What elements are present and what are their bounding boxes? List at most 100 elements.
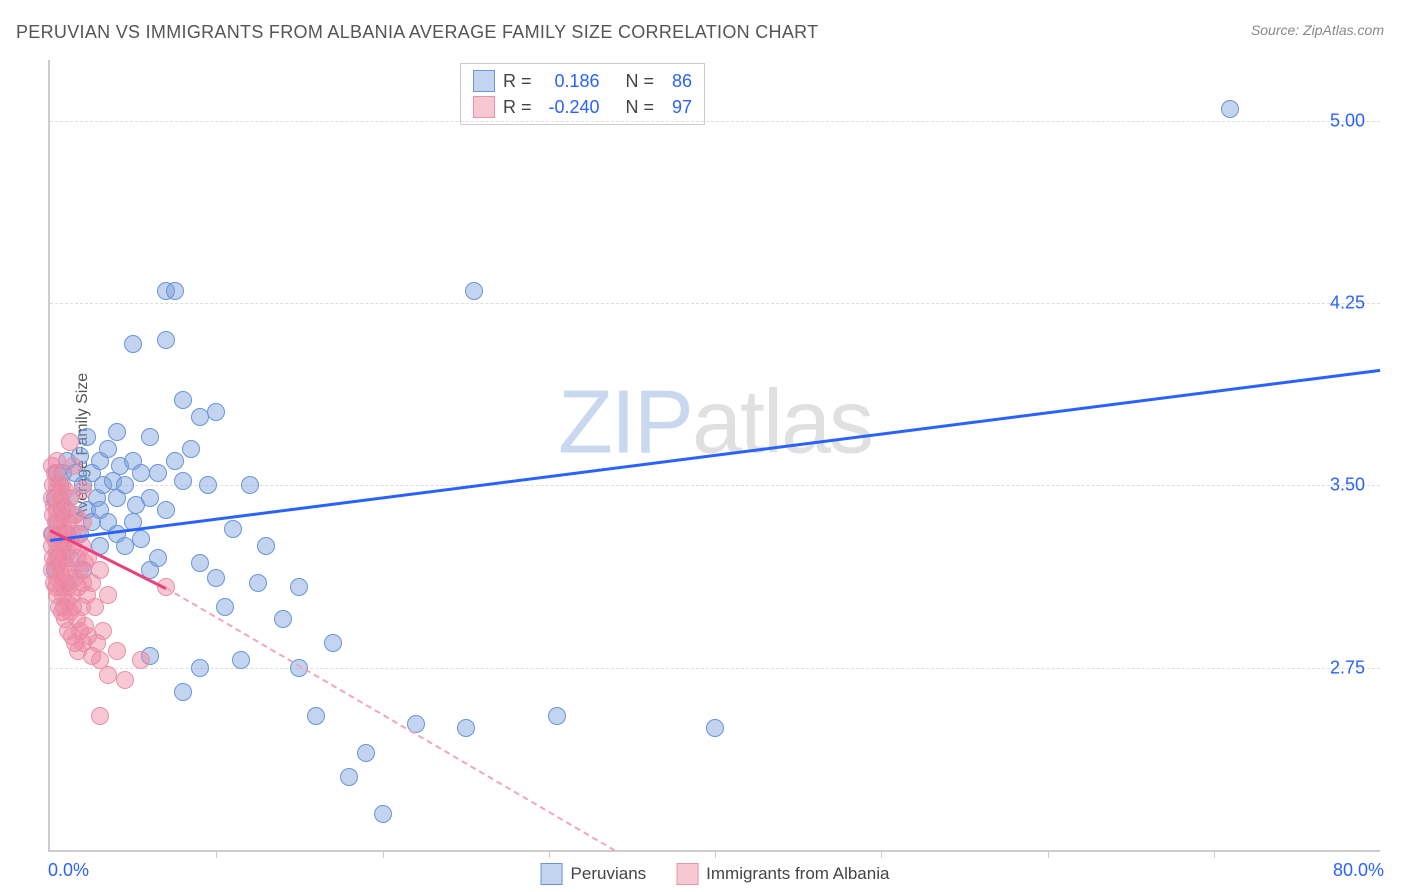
stats-swatch-0 (473, 70, 495, 92)
grid-line (50, 121, 1380, 122)
scatter-point (182, 440, 200, 458)
scatter-point (141, 428, 159, 446)
x-tick (383, 850, 384, 858)
stats-swatch-1 (473, 96, 495, 118)
stats-r-value-0: 0.186 (540, 71, 600, 92)
legend-label-0: Peruvians (571, 864, 647, 884)
scatter-point (174, 472, 192, 490)
x-min-label: 0.0% (48, 860, 89, 881)
scatter-point (706, 719, 724, 737)
legend-swatch-0 (541, 863, 563, 885)
scatter-point (174, 683, 192, 701)
stats-r-value-1: -0.240 (540, 97, 600, 118)
scatter-point (357, 744, 375, 762)
scatter-point (207, 403, 225, 421)
legend: Peruvians Immigrants from Albania (541, 863, 890, 885)
stats-row-0: R = 0.186 N = 86 (473, 68, 692, 94)
scatter-point (157, 331, 175, 349)
y-tick-label: 3.50 (1330, 475, 1365, 496)
scatter-point (1221, 100, 1239, 118)
scatter-point (74, 513, 92, 531)
x-tick (549, 850, 550, 858)
x-tick (1048, 850, 1049, 858)
scatter-point (166, 282, 184, 300)
scatter-point (108, 423, 126, 441)
x-max-label: 80.0% (1333, 860, 1384, 881)
scatter-point (132, 464, 150, 482)
stats-n-value-0: 86 (662, 71, 692, 92)
scatter-point (99, 440, 117, 458)
y-tick-label: 5.00 (1330, 110, 1365, 131)
legend-item-0: Peruvians (541, 863, 647, 885)
watermark-atlas: atlas (692, 373, 872, 473)
scatter-point (274, 610, 292, 628)
scatter-point (99, 586, 117, 604)
scatter-point (191, 659, 209, 677)
scatter-point (307, 707, 325, 725)
scatter-point (257, 537, 275, 555)
stats-n-label-0: N = (626, 71, 655, 92)
grid-line (50, 303, 1380, 304)
y-tick-label: 4.25 (1330, 293, 1365, 314)
scatter-point (78, 428, 96, 446)
y-tick-label: 2.75 (1330, 657, 1365, 678)
scatter-point (116, 537, 134, 555)
scatter-point (48, 452, 66, 470)
scatter-point (324, 634, 342, 652)
trend-line (50, 369, 1380, 542)
scatter-point (548, 707, 566, 725)
plot-area: ZIPatlas R = 0.186 N = 86 R = -0.240 N =… (48, 60, 1380, 852)
grid-line (50, 668, 1380, 669)
legend-item-1: Immigrants from Albania (676, 863, 889, 885)
scatter-point (157, 501, 175, 519)
scatter-point (207, 569, 225, 587)
x-tick (1214, 850, 1215, 858)
x-tick (715, 850, 716, 858)
stats-box: R = 0.186 N = 86 R = -0.240 N = 97 (460, 63, 705, 125)
scatter-point (91, 707, 109, 725)
scatter-point (199, 476, 217, 494)
x-tick (881, 850, 882, 858)
scatter-point (116, 476, 134, 494)
scatter-point (116, 671, 134, 689)
scatter-point (91, 561, 109, 579)
scatter-point (149, 549, 167, 567)
scatter-point (166, 452, 184, 470)
watermark-zip: ZIP (558, 373, 692, 473)
scatter-point (74, 481, 92, 499)
source-label: Source: ZipAtlas.com (1251, 22, 1384, 38)
scatter-point (99, 666, 117, 684)
scatter-point (191, 554, 209, 572)
scatter-point (132, 651, 150, 669)
scatter-point (64, 457, 82, 475)
scatter-point (216, 598, 234, 616)
scatter-point (465, 282, 483, 300)
scatter-point (94, 622, 112, 640)
scatter-point (340, 768, 358, 786)
stats-n-label-1: N = (626, 97, 655, 118)
chart-title: PERUVIAN VS IMMIGRANTS FROM ALBANIA AVER… (16, 22, 818, 43)
scatter-point (457, 719, 475, 737)
scatter-point (132, 530, 150, 548)
x-tick (216, 850, 217, 858)
scatter-point (249, 574, 267, 592)
watermark: ZIPatlas (558, 372, 872, 475)
stats-row-1: R = -0.240 N = 97 (473, 94, 692, 120)
scatter-point (241, 476, 259, 494)
scatter-point (224, 520, 242, 538)
legend-label-1: Immigrants from Albania (706, 864, 889, 884)
scatter-point (149, 464, 167, 482)
scatter-point (141, 489, 159, 507)
stats-r-label-1: R = (503, 97, 532, 118)
scatter-point (124, 335, 142, 353)
scatter-point (232, 651, 250, 669)
scatter-point (191, 408, 209, 426)
scatter-point (108, 642, 126, 660)
scatter-point (61, 433, 79, 451)
legend-swatch-1 (676, 863, 698, 885)
stats-r-label-0: R = (503, 71, 532, 92)
scatter-point (174, 391, 192, 409)
stats-n-value-1: 97 (662, 97, 692, 118)
scatter-point (290, 578, 308, 596)
scatter-point (374, 805, 392, 823)
